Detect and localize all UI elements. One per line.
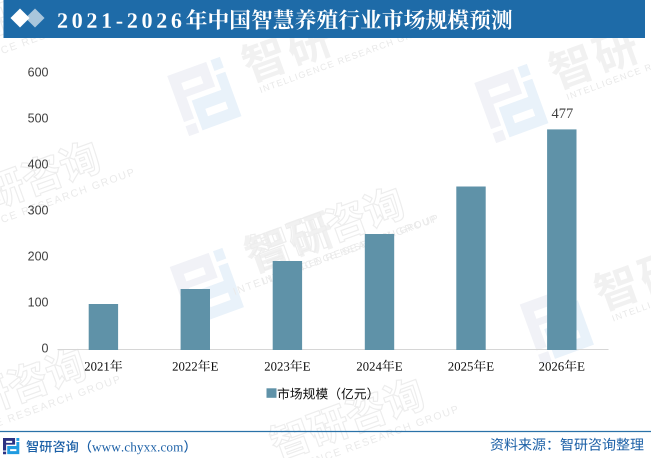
- svg-text:100: 100: [28, 296, 49, 310]
- svg-text:400: 400: [28, 158, 49, 172]
- svg-text:500: 500: [28, 112, 49, 126]
- svg-text:0: 0: [42, 342, 49, 356]
- svg-text:300: 300: [28, 204, 49, 218]
- svg-text:477: 477: [552, 106, 574, 122]
- svg-text:600: 600: [28, 66, 49, 80]
- svg-text:200: 200: [28, 250, 49, 264]
